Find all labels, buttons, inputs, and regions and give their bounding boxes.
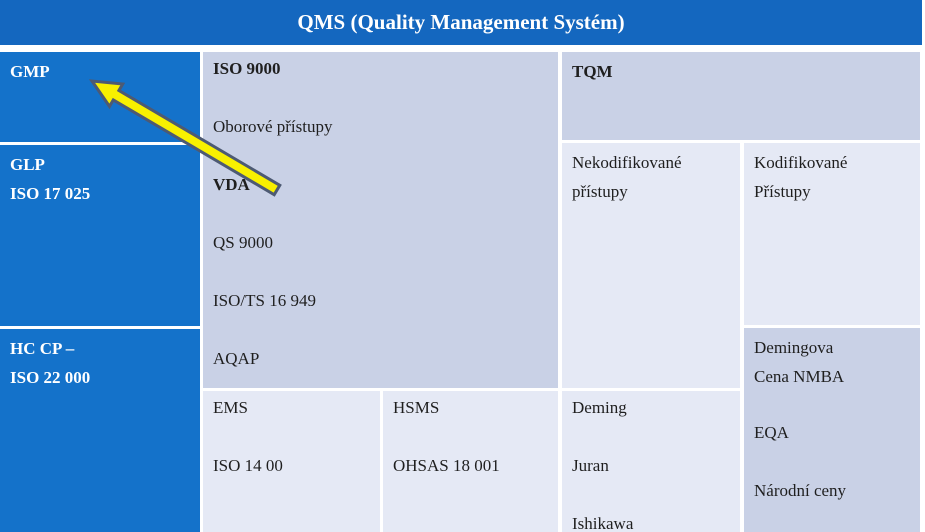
cell-tqm: TQM	[562, 52, 920, 140]
cell-hsms: HSMS OHSAS 18 001	[383, 391, 558, 532]
cell-industry-approaches: ISO 9000 Oborové přístupy VDA QS 9000 IS…	[203, 52, 558, 388]
cell-hccp-iso22000: HC CP – ISO 22 000	[0, 329, 200, 532]
label-iso-14-00: ISO 14 00	[213, 456, 283, 475]
cell-quality-gurus: Deming Juran Ishikawa	[562, 391, 740, 532]
cell-noncodified-approaches: Nekodifikované přístupy	[562, 143, 740, 388]
label-iso-22-000: ISO 22 000	[10, 368, 91, 387]
label-hc-cp: HC CP –	[10, 339, 75, 358]
cell-gmp: GMP	[0, 52, 200, 142]
cell-ems: EMS ISO 14 00	[203, 391, 380, 532]
label-hsms: HSMS	[393, 398, 440, 417]
label-nekodifikovane: Nekodifikované	[572, 153, 682, 172]
label-qs-9000: QS 9000	[213, 233, 273, 252]
label-ems: EMS	[213, 398, 248, 417]
label-vda: VDA	[213, 175, 250, 194]
label-cena-nmba: Cena NMBA	[754, 367, 845, 386]
label-ishikawa: Ishikawa	[572, 514, 634, 532]
cell-codified-approaches: Kodifikované Přístupy	[744, 143, 920, 325]
cell-quality-awards: Demingova Cena NMBA EQA Národní ceny	[744, 328, 920, 532]
label-eqa: EQA	[754, 423, 789, 442]
label-iso-ts-16-949: ISO/TS 16 949	[213, 291, 316, 310]
diagram-title: QMS (Quality Management Systém)	[297, 10, 625, 34]
label-iso-17-025: ISO 17 025	[10, 184, 91, 203]
label-glp: GLP	[10, 155, 45, 174]
label-oborove-pristupy: Oborové přístupy	[213, 117, 333, 136]
label-kodifikovane: Kodifikované	[754, 153, 848, 172]
label-tqm: TQM	[572, 62, 613, 81]
label-narodni-ceny: Národní ceny	[754, 481, 847, 500]
diagram-title-bar: QMS (Quality Management Systém)	[0, 0, 922, 45]
cell-glp-iso17025: GLP ISO 17 025	[0, 145, 200, 326]
label-kodifikovane-pristupy: Přístupy	[754, 182, 811, 201]
label-juran: Juran	[572, 456, 609, 475]
label-iso-9000: ISO 9000	[213, 59, 281, 78]
label-nekodifikovane-pristupy: přístupy	[572, 182, 628, 201]
label-ohsas-18-001: OHSAS 18 001	[393, 456, 500, 475]
label-demingova: Demingova	[754, 338, 834, 357]
label-deming: Deming	[572, 398, 627, 417]
label-aqap: AQAP	[213, 349, 260, 368]
label-gmp: GMP	[10, 62, 50, 81]
